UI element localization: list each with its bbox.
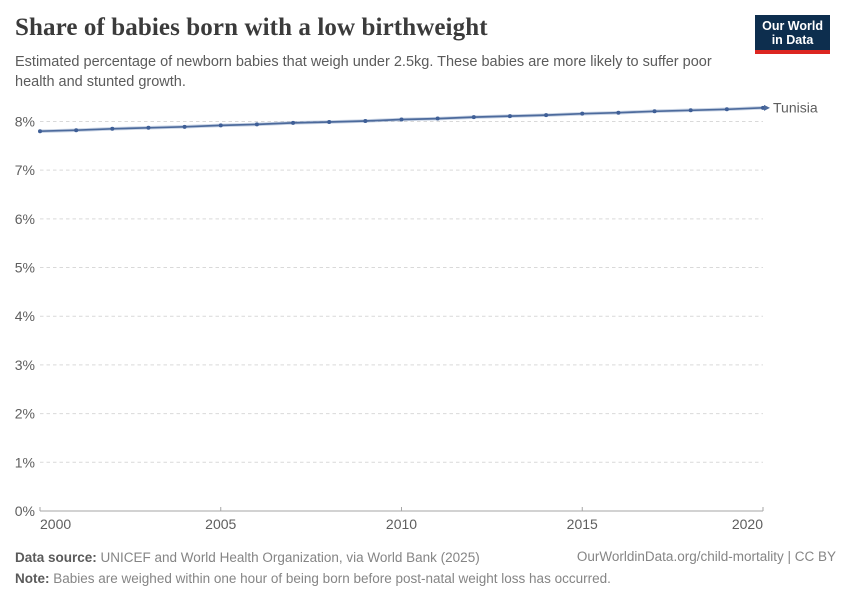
data-point [399, 117, 404, 122]
owid-logo: Our World in Data [755, 15, 830, 54]
y-axis-tick-label: 6% [15, 211, 35, 227]
y-axis-tick-label: 3% [15, 357, 35, 373]
y-axis-tick-label: 7% [15, 162, 35, 178]
data-point [580, 111, 585, 116]
x-axis-tick-label: 2020 [732, 516, 763, 532]
data-point [38, 129, 42, 134]
chart-title: Share of babies born with a low birthwei… [15, 14, 488, 41]
chart-footer: Data source: UNICEF and World Health Org… [15, 547, 835, 589]
data-point [435, 116, 440, 121]
series-label: Tunisia [773, 99, 818, 115]
x-axis-tick-label: 2010 [386, 516, 417, 532]
data-point [146, 125, 151, 130]
data-source-line: Data source: UNICEF and World Health Org… [15, 547, 835, 568]
x-axis-tick-label: 2005 [205, 516, 236, 532]
y-axis-tick-label: 5% [15, 260, 35, 276]
y-axis-tick-label: 4% [15, 308, 35, 324]
note-text: Babies are weighed within one hour of be… [49, 571, 611, 586]
data-point [182, 124, 187, 129]
data-point [291, 120, 296, 125]
note-label: Note: [15, 571, 50, 586]
data-point [507, 114, 512, 119]
note-line: Note: Babies are weighed within one hour… [15, 568, 835, 589]
data-point [254, 122, 259, 127]
data-point [471, 115, 476, 120]
y-axis-tick-label: 2% [15, 406, 35, 422]
data-point [688, 108, 693, 113]
data-point [363, 118, 368, 123]
owid-logo-line1: Our World [762, 19, 823, 33]
data-point [74, 128, 79, 133]
y-axis-tick-label: 0% [15, 503, 35, 519]
data-point [544, 113, 549, 118]
y-axis-tick-label: 8% [15, 113, 35, 129]
data-source-label: Data source: [15, 550, 97, 565]
y-axis-tick-label: 1% [15, 454, 35, 470]
data-point [218, 123, 223, 128]
data-point [327, 119, 332, 124]
data-point [110, 126, 115, 131]
data-point [724, 107, 729, 112]
data-source-text: UNICEF and World Health Organization, vi… [96, 550, 480, 565]
series-end-arrow-icon [764, 104, 770, 111]
data-point [616, 110, 621, 115]
x-axis-tick-label: 2015 [567, 516, 598, 532]
owid-logo-line2: in Data [771, 33, 814, 47]
attribution-text: OurWorldinData.org/child-mortality | CC … [576, 549, 836, 564]
x-axis-tick-label: 2000 [40, 516, 71, 532]
chart-subtitle: Estimated percentage of newborn babies t… [15, 54, 712, 90]
data-point [652, 109, 657, 114]
